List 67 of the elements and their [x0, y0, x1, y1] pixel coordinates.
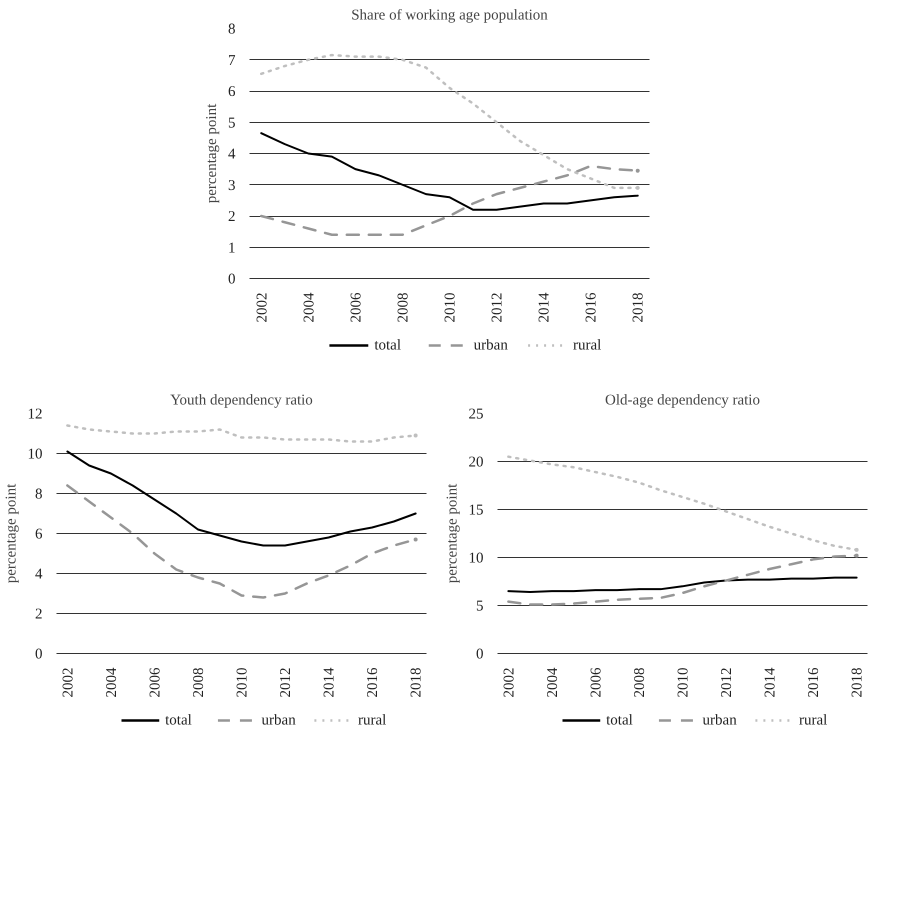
- line-series: [507, 576, 858, 594]
- y-tick-label: 7: [228, 52, 236, 69]
- x-tick-label: 2002: [501, 668, 518, 698]
- y-tick-label: 0: [476, 646, 484, 662]
- x-tick-label: 2008: [190, 668, 207, 698]
- legend-label: rural: [358, 712, 386, 728]
- y-tick-label: 3: [228, 178, 236, 194]
- x-tick-label: 2018: [850, 668, 866, 698]
- x-tick-label: 2010: [442, 292, 458, 322]
- x-tick-label: 2004: [104, 667, 120, 698]
- y-tick-label: 6: [35, 526, 43, 542]
- x-tick-label: 2012: [278, 668, 294, 698]
- x-tick-label: 2006: [147, 667, 164, 698]
- x-tick-label: 2006: [348, 292, 364, 322]
- x-tick-label: 2016: [584, 292, 600, 322]
- y-tick-label: 8: [228, 22, 236, 38]
- x-tick-label: 2012: [719, 668, 736, 698]
- y-tick-label: 10: [468, 550, 484, 566]
- chart-title: Old-age dependency ratio: [605, 392, 760, 408]
- line-series: [66, 450, 417, 546]
- y-tick-label: 1: [228, 240, 236, 256]
- x-tick-label: 2010: [234, 668, 250, 698]
- y-tick-label: 4: [35, 566, 43, 582]
- legend-label: urban: [262, 712, 296, 728]
- y-axis-title: percentage point: [204, 102, 220, 204]
- legend-label: rural: [573, 338, 602, 354]
- x-tick-label: 2012: [490, 292, 506, 322]
- y-tick-label: 12: [28, 406, 42, 422]
- x-tick-label: 2016: [365, 667, 382, 698]
- x-tick-label: 2016: [806, 667, 822, 698]
- y-tick-label: 0: [35, 646, 42, 662]
- x-tick-label: 2004: [544, 667, 561, 698]
- legend-label: urban: [702, 712, 738, 728]
- y-tick-label: 10: [28, 446, 42, 462]
- x-tick-label: 2002: [60, 668, 76, 698]
- x-tick-label: 2008: [632, 668, 648, 698]
- y-tick-label: 0: [228, 272, 236, 288]
- x-tick-label: 2008: [395, 292, 412, 322]
- x-tick-label: 2006: [588, 667, 604, 698]
- x-tick-label: 2014: [322, 667, 338, 698]
- legend-label: total: [165, 712, 192, 728]
- x-tick-label: 2002: [254, 292, 270, 322]
- legend-label: rural: [798, 712, 828, 728]
- line-series: [260, 132, 639, 211]
- y-tick-label: 2: [35, 606, 42, 622]
- legend-label: urban: [474, 338, 508, 354]
- x-tick-label: 2014: [536, 292, 553, 322]
- y-tick-label: 8: [35, 486, 42, 502]
- y-tick-label: 15: [468, 502, 484, 518]
- y-tick-label: 2: [228, 209, 236, 225]
- legend-label: total: [606, 712, 633, 728]
- x-tick-label: 2010: [676, 668, 692, 698]
- chart-title: Youth dependency ratio: [170, 392, 313, 408]
- y-tick-label: 5: [228, 115, 236, 132]
- y-tick-label: 20: [468, 454, 484, 470]
- legend-label: total: [374, 338, 401, 354]
- x-tick-label: 2004: [301, 292, 318, 322]
- chart-title: Share of working age population: [351, 8, 548, 24]
- y-axis-title: percentage point: [4, 482, 20, 584]
- x-tick-label: 2018: [408, 668, 425, 698]
- x-tick-label: 2014: [762, 667, 779, 698]
- y-tick-label: 4: [228, 146, 236, 162]
- y-tick-label: 6: [228, 84, 236, 100]
- y-tick-label: 25: [468, 406, 484, 422]
- y-axis-title: percentage point: [444, 482, 460, 584]
- x-tick-label: 2018: [630, 292, 647, 322]
- y-tick-label: 5: [476, 598, 484, 614]
